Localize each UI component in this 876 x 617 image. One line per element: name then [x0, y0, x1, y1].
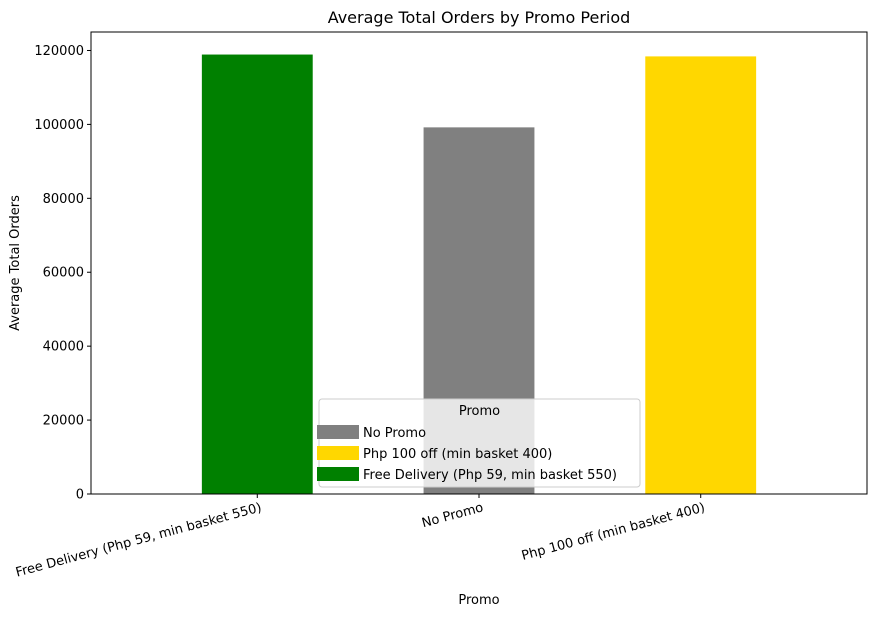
- bars-group: [201, 54, 757, 495]
- y-tick-label: 100000: [34, 118, 84, 133]
- bar: [645, 56, 757, 494]
- legend-box: [318, 398, 641, 488]
- x-axis-label: Promo: [458, 593, 499, 608]
- legend-swatch: [317, 425, 359, 439]
- y-tick-label: 20000: [43, 414, 84, 429]
- chart-title: Average Total Orders by Promo Period: [328, 8, 631, 27]
- legend: Promo No Promo Php 100 off (min basket 400…: [317, 398, 641, 488]
- legend-label: No Promo: [363, 426, 426, 441]
- y-axis: 0 20000 40000 60000 80000 100000 120000: [34, 44, 91, 503]
- legend-swatch: [317, 446, 359, 460]
- legend-title: Promo: [459, 404, 500, 419]
- legend-label: Free Delivery (Php 59, min basket 550): [363, 468, 617, 483]
- y-tick-label: 0: [76, 488, 84, 503]
- legend-label: Php 100 off (min basket 400): [363, 447, 552, 462]
- bar: [201, 54, 313, 495]
- y-tick-label: 80000: [43, 192, 84, 207]
- y-tick-label: 120000: [34, 44, 84, 59]
- y-tick-label: 60000: [43, 266, 84, 281]
- y-tick-label: 40000: [43, 340, 84, 355]
- plot-frame: [90, 31, 868, 495]
- y-axis-label: Average Total Orders: [8, 195, 23, 331]
- legend-swatch: [317, 467, 359, 481]
